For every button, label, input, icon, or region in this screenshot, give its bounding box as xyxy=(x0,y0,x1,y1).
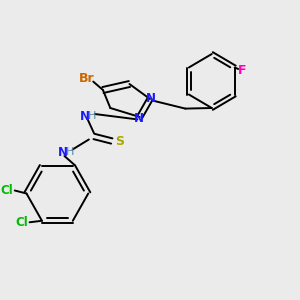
Text: Br: Br xyxy=(79,71,94,85)
Text: N: N xyxy=(146,92,156,106)
Text: F: F xyxy=(238,64,246,77)
Text: H: H xyxy=(66,147,74,158)
Text: Cl: Cl xyxy=(0,184,13,197)
Text: S: S xyxy=(116,135,124,148)
Text: N: N xyxy=(134,112,143,125)
Text: H: H xyxy=(88,111,97,122)
Text: N: N xyxy=(80,110,90,123)
Text: N: N xyxy=(58,146,68,159)
Text: Cl: Cl xyxy=(15,216,28,229)
